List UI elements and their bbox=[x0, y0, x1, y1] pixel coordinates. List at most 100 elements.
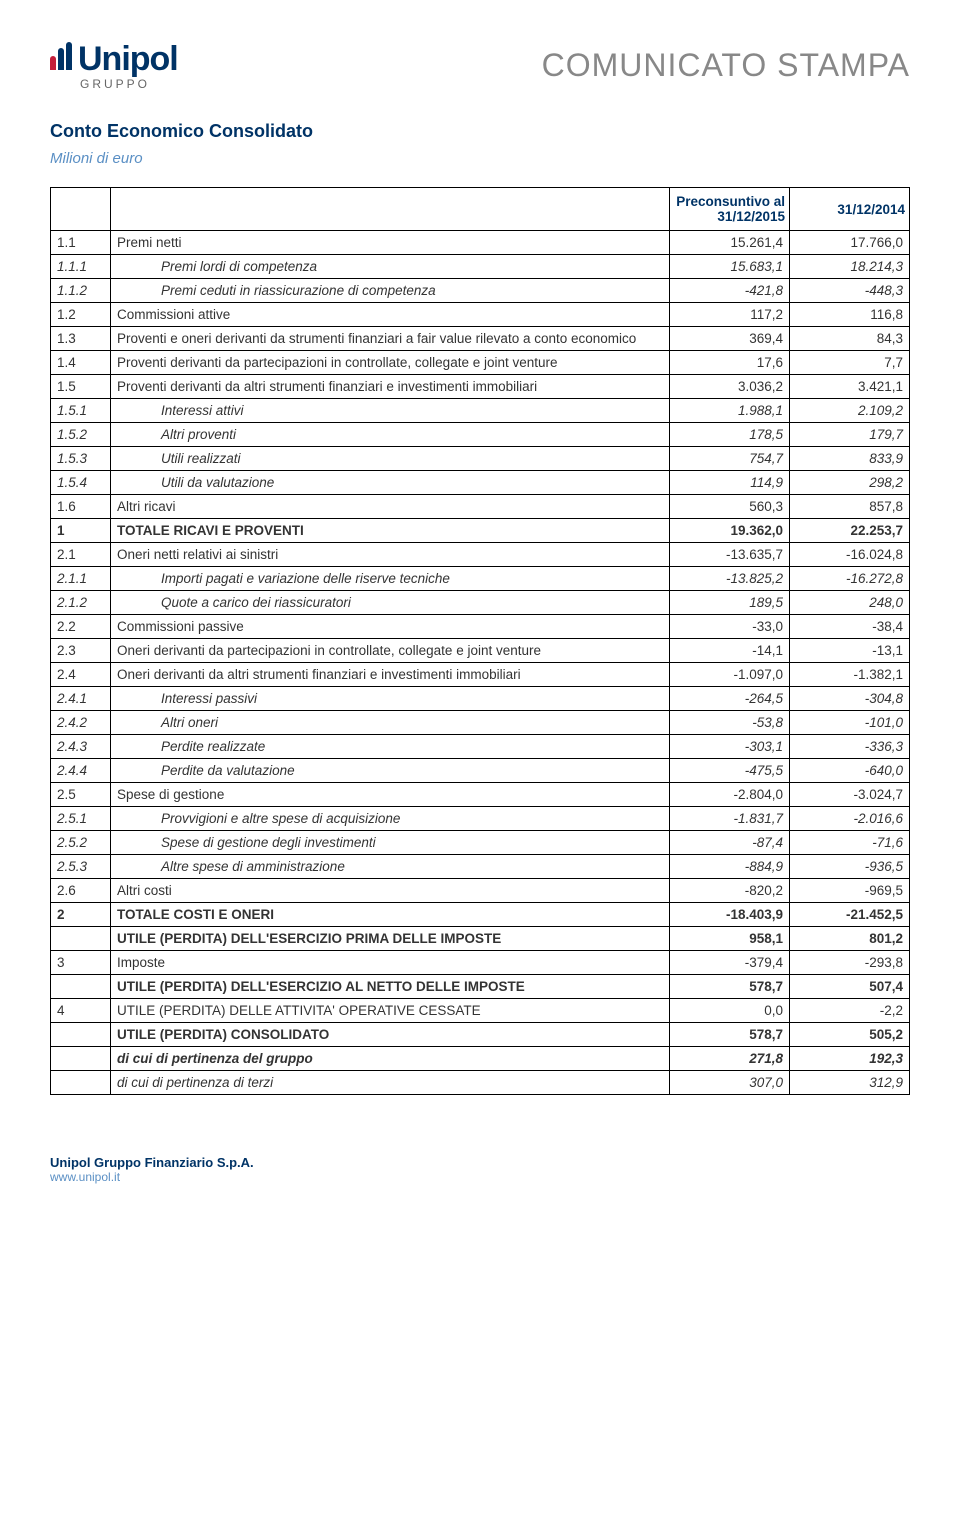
table-row: 1.3Proventi e oneri derivanti da strumen… bbox=[51, 327, 910, 351]
row-code: 2.4.3 bbox=[51, 735, 111, 759]
row-value-2015: 3.036,2 bbox=[670, 375, 790, 399]
header-empty-2 bbox=[111, 188, 670, 231]
row-description: Utili realizzati bbox=[111, 447, 670, 471]
table-row: 1.1Premi netti15.261,417.766,0 bbox=[51, 231, 910, 255]
row-description: Imposte bbox=[111, 951, 670, 975]
row-description: Commissioni attive bbox=[111, 303, 670, 327]
header-empty-1 bbox=[51, 188, 111, 231]
row-value-2015: 15.683,1 bbox=[670, 255, 790, 279]
row-code: 1.1 bbox=[51, 231, 111, 255]
row-description: UTILE (PERDITA) DELL'ESERCIZIO PRIMA DEL… bbox=[111, 927, 670, 951]
row-code: 4 bbox=[51, 999, 111, 1023]
row-value-2014: 84,3 bbox=[790, 327, 910, 351]
row-value-2014: 3.421,1 bbox=[790, 375, 910, 399]
row-value-2015: -303,1 bbox=[670, 735, 790, 759]
row-value-2015: 560,3 bbox=[670, 495, 790, 519]
income-statement-table: Preconsuntivo al 31/12/2015 31/12/2014 1… bbox=[50, 187, 910, 1095]
row-value-2014: 507,4 bbox=[790, 975, 910, 999]
row-code: 2.1.2 bbox=[51, 591, 111, 615]
table-row: 1.6Altri ricavi560,3857,8 bbox=[51, 495, 910, 519]
row-value-2014: 857,8 bbox=[790, 495, 910, 519]
section-subtitle: Milioni di euro bbox=[50, 150, 910, 167]
row-code: 1.5.3 bbox=[51, 447, 111, 471]
row-value-2015: 15.261,4 bbox=[670, 231, 790, 255]
row-value-2014: -1.382,1 bbox=[790, 663, 910, 687]
row-description: Altri oneri bbox=[111, 711, 670, 735]
row-value-2014: -38,4 bbox=[790, 615, 910, 639]
row-value-2014: -16.272,8 bbox=[790, 567, 910, 591]
row-code bbox=[51, 1047, 111, 1071]
table-row: 2TOTALE COSTI E ONERI-18.403,9-21.452,5 bbox=[51, 903, 910, 927]
row-description: Proventi e oneri derivanti da strumenti … bbox=[111, 327, 670, 351]
table-row: 1.2Commissioni attive117,2116,8 bbox=[51, 303, 910, 327]
row-description: Premi lordi di competenza bbox=[111, 255, 670, 279]
row-value-2014: -71,6 bbox=[790, 831, 910, 855]
row-value-2014: -2,2 bbox=[790, 999, 910, 1023]
row-value-2015: 578,7 bbox=[670, 1023, 790, 1047]
row-value-2015: 19.362,0 bbox=[670, 519, 790, 543]
row-value-2015: 117,2 bbox=[670, 303, 790, 327]
row-value-2014: 192,3 bbox=[790, 1047, 910, 1071]
table-row: 1TOTALE RICAVI E PROVENTI19.362,022.253,… bbox=[51, 519, 910, 543]
row-value-2015: -53,8 bbox=[670, 711, 790, 735]
row-description: Proventi derivanti da altri strumenti fi… bbox=[111, 375, 670, 399]
row-code bbox=[51, 1071, 111, 1095]
row-description: di cui di pertinenza di terzi bbox=[111, 1071, 670, 1095]
row-code: 1.4 bbox=[51, 351, 111, 375]
row-description: UTILE (PERDITA) DELL'ESERCIZIO AL NETTO … bbox=[111, 975, 670, 999]
table-row: 2.1Oneri netti relativi ai sinistri-13.6… bbox=[51, 543, 910, 567]
row-value-2015: -2.804,0 bbox=[670, 783, 790, 807]
row-value-2015: -379,4 bbox=[670, 951, 790, 975]
row-value-2015: -13.635,7 bbox=[670, 543, 790, 567]
row-value-2014: 179,7 bbox=[790, 423, 910, 447]
table-row: 2.5.3Altre spese di amministrazione-884,… bbox=[51, 855, 910, 879]
row-code: 2.4.2 bbox=[51, 711, 111, 735]
row-description: Commissioni passive bbox=[111, 615, 670, 639]
row-value-2015: 754,7 bbox=[670, 447, 790, 471]
row-description: TOTALE RICAVI E PROVENTI bbox=[111, 519, 670, 543]
footer-company: Unipol Gruppo Finanziario S.p.A. bbox=[50, 1155, 910, 1170]
row-value-2014: -13,1 bbox=[790, 639, 910, 663]
row-code: 2.5 bbox=[51, 783, 111, 807]
table-row: 2.5.1Provvigioni e altre spese di acquis… bbox=[51, 807, 910, 831]
row-description: Provvigioni e altre spese di acquisizion… bbox=[111, 807, 670, 831]
table-row: 2.4.4Perdite da valutazione-475,5-640,0 bbox=[51, 759, 910, 783]
row-value-2014: -3.024,7 bbox=[790, 783, 910, 807]
table-row: 2.4.2Altri oneri-53,8-101,0 bbox=[51, 711, 910, 735]
row-code: 1.1.2 bbox=[51, 279, 111, 303]
table-row: 2.1.1Importi pagati e variazione delle r… bbox=[51, 567, 910, 591]
table-row: 3Imposte-379,4-293,8 bbox=[51, 951, 910, 975]
brand-logo: Unipol GRUPPO bbox=[50, 40, 178, 91]
row-code: 1.5.2 bbox=[51, 423, 111, 447]
row-code: 2.6 bbox=[51, 879, 111, 903]
row-value-2015: -264,5 bbox=[670, 687, 790, 711]
row-description: Quote a carico dei riassicuratori bbox=[111, 591, 670, 615]
row-value-2015: -14,1 bbox=[670, 639, 790, 663]
row-code: 2.5.1 bbox=[51, 807, 111, 831]
row-code: 2.5.3 bbox=[51, 855, 111, 879]
table-row: 1.1.2Premi ceduti in riassicurazione di … bbox=[51, 279, 910, 303]
row-description: UTILE (PERDITA) CONSOLIDATO bbox=[111, 1023, 670, 1047]
table-row: 2.2Commissioni passive-33,0-38,4 bbox=[51, 615, 910, 639]
row-value-2015: -884,9 bbox=[670, 855, 790, 879]
row-value-2015: 369,4 bbox=[670, 327, 790, 351]
row-description: Premi netti bbox=[111, 231, 670, 255]
row-value-2014: -640,0 bbox=[790, 759, 910, 783]
table-row: di cui di pertinenza di terzi307,0312,9 bbox=[51, 1071, 910, 1095]
row-code: 2.4.4 bbox=[51, 759, 111, 783]
row-value-2014: 2.109,2 bbox=[790, 399, 910, 423]
row-value-2014: -336,3 bbox=[790, 735, 910, 759]
row-description: di cui di pertinenza del gruppo bbox=[111, 1047, 670, 1071]
row-value-2014: 312,9 bbox=[790, 1071, 910, 1095]
row-code: 1.1.1 bbox=[51, 255, 111, 279]
row-description: Oneri derivanti da altri strumenti finan… bbox=[111, 663, 670, 687]
page-footer: Unipol Gruppo Finanziario S.p.A. www.uni… bbox=[50, 1155, 910, 1184]
table-row: 2.6Altri costi-820,2-969,5 bbox=[51, 879, 910, 903]
row-description: Altri costi bbox=[111, 879, 670, 903]
row-value-2014: -16.024,8 bbox=[790, 543, 910, 567]
logo-mark-icon bbox=[50, 42, 72, 70]
row-value-2015: 958,1 bbox=[670, 927, 790, 951]
table-row: UTILE (PERDITA) CONSOLIDATO578,7505,2 bbox=[51, 1023, 910, 1047]
header-col-2: 31/12/2014 bbox=[790, 188, 910, 231]
row-description: Perdite da valutazione bbox=[111, 759, 670, 783]
